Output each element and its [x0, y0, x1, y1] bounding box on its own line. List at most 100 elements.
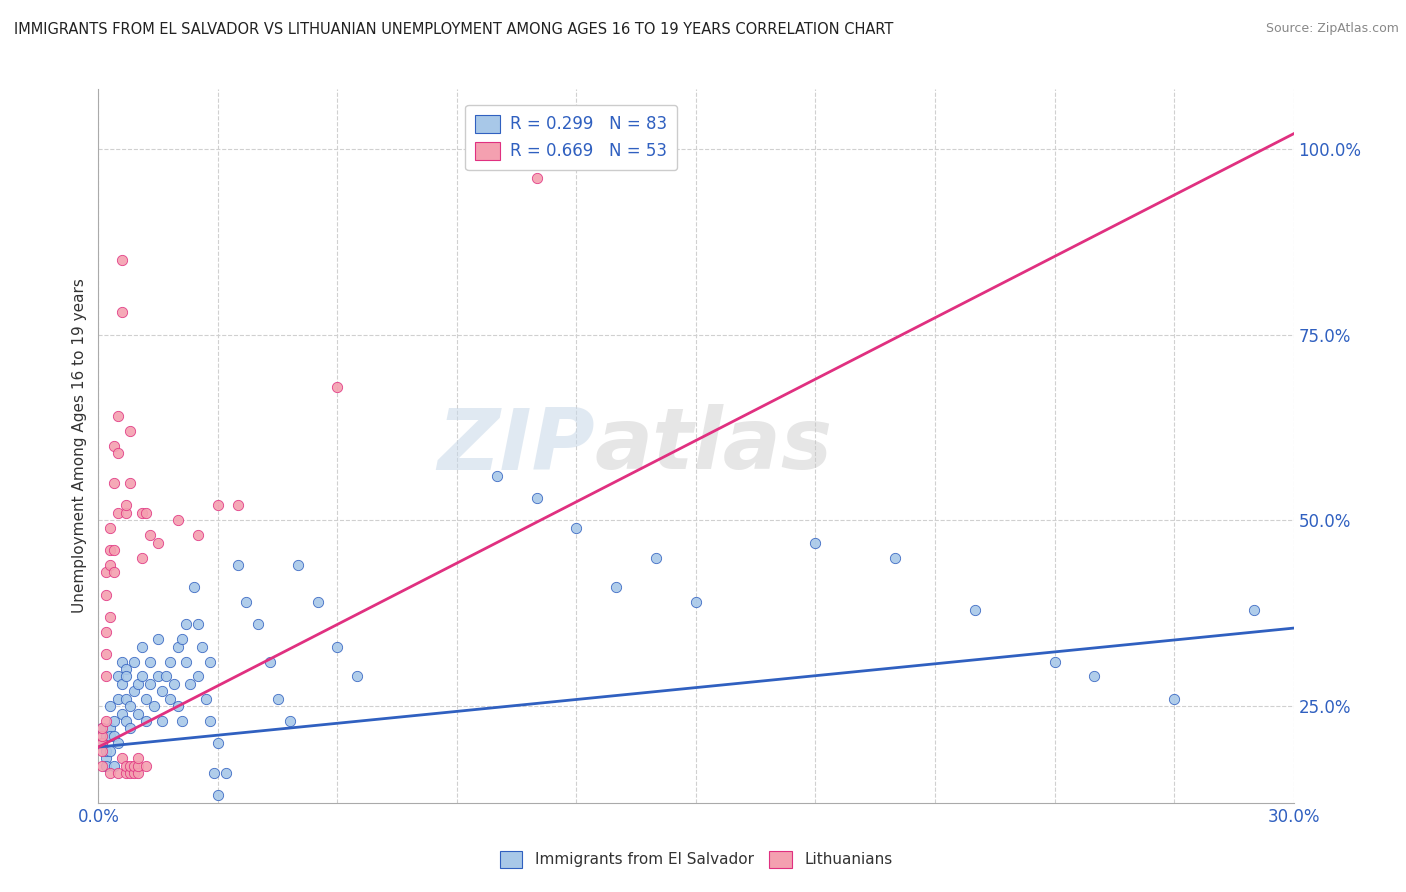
Point [159, 691, 181, 706]
Point [131, 640, 153, 654]
Point [115, 662, 138, 676]
Point [326, 379, 349, 393]
Point [235, 595, 257, 609]
Point [115, 766, 138, 780]
Point [167, 699, 190, 714]
Point [100, 521, 122, 535]
Point [96, 588, 118, 602]
Point [120, 722, 142, 736]
Point [100, 766, 122, 780]
Point [187, 617, 209, 632]
Point [124, 766, 146, 780]
Legend: Immigrants from El Salvador, Lithuanians: Immigrants from El Salvador, Lithuanians [494, 845, 898, 873]
Point [131, 669, 153, 683]
Point [139, 655, 162, 669]
Text: IMMIGRANTS FROM EL SALVADOR VS LITHUANIAN UNEMPLOYMENT AMONG AGES 16 TO 19 YEARS: IMMIGRANTS FROM EL SALVADOR VS LITHUANIA… [14, 22, 893, 37]
Text: ZIP: ZIP [437, 404, 595, 488]
Point [195, 691, 218, 706]
Point [155, 669, 177, 683]
Point [131, 506, 153, 520]
Text: atlas: atlas [595, 404, 832, 488]
Point [103, 543, 125, 558]
Point [202, 766, 225, 780]
Point [107, 409, 129, 424]
Point [1083, 669, 1105, 683]
Point [96, 669, 118, 683]
Point [565, 521, 588, 535]
Point [187, 669, 209, 683]
Point [120, 758, 142, 772]
Point [91, 722, 114, 736]
Point [139, 528, 162, 542]
Point [287, 558, 309, 572]
Point [526, 171, 548, 186]
Point [91, 736, 114, 750]
Point [96, 566, 118, 580]
Point [100, 744, 122, 758]
Point [127, 751, 149, 765]
Point [91, 744, 114, 758]
Point [91, 722, 114, 736]
Point [111, 305, 134, 319]
Point [127, 677, 149, 691]
Point [107, 691, 129, 706]
Point [111, 706, 134, 721]
Point [139, 677, 162, 691]
Point [107, 766, 129, 780]
Point [120, 424, 142, 438]
Point [127, 766, 149, 780]
Point [115, 506, 138, 520]
Point [215, 766, 238, 780]
Point [91, 736, 114, 750]
Point [107, 736, 129, 750]
Point [645, 550, 668, 565]
Point [100, 699, 122, 714]
Point [120, 766, 142, 780]
Point [326, 640, 349, 654]
Point [115, 499, 138, 513]
Point [485, 468, 508, 483]
Point [115, 758, 138, 772]
Point [150, 684, 173, 698]
Point [91, 729, 114, 743]
Point [307, 595, 329, 609]
Point [100, 722, 122, 736]
Point [183, 580, 205, 594]
Point [124, 655, 146, 669]
Point [107, 669, 129, 683]
Point [96, 758, 118, 772]
Point [198, 714, 221, 728]
Point [605, 580, 627, 594]
Point [198, 655, 221, 669]
Point [148, 632, 170, 647]
Point [111, 677, 134, 691]
Point [115, 691, 138, 706]
Point [1043, 655, 1066, 669]
Point [174, 617, 197, 632]
Point [135, 714, 157, 728]
Point [150, 714, 173, 728]
Point [207, 736, 229, 750]
Point [135, 506, 157, 520]
Point [115, 669, 138, 683]
Point [103, 758, 125, 772]
Point [1243, 602, 1265, 616]
Point [96, 647, 118, 661]
Point [1163, 691, 1185, 706]
Point [226, 558, 249, 572]
Point [111, 253, 134, 268]
Point [207, 499, 229, 513]
Point [685, 595, 707, 609]
Point [267, 691, 290, 706]
Point [172, 714, 194, 728]
Point [278, 714, 301, 728]
Point [91, 758, 114, 772]
Point [191, 640, 214, 654]
Point [135, 758, 157, 772]
Point [167, 640, 190, 654]
Point [346, 669, 368, 683]
Point [111, 655, 134, 669]
Point [111, 751, 134, 765]
Point [135, 691, 157, 706]
Point [963, 602, 986, 616]
